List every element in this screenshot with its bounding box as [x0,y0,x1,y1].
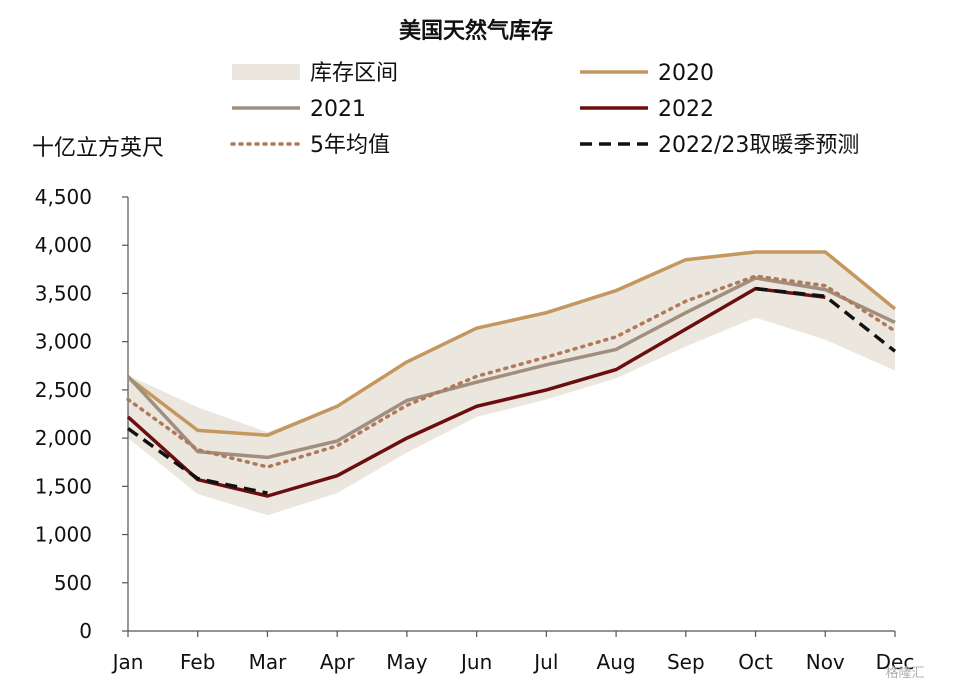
legend-item: 2021 [232,97,366,122]
series-1 [126,250,897,437]
x-tick-label: Nov [806,650,845,674]
y-tick-label: 500 [54,571,92,595]
legend-label: 2022/23取暖季预测 [658,133,859,158]
legend-label: 库存区间 [310,61,398,86]
x-tick-label: Dec [876,650,915,674]
y-tick-label: 1,000 [35,523,92,547]
legend-item: 2022 [580,97,714,122]
x-tick-label: Jun [459,650,492,674]
x-tick-label: Apr [320,650,355,674]
y-axis-unit-label: 十亿立方英尺 [32,136,164,161]
series-4 [126,274,897,469]
y-tick-label: 2,500 [35,378,92,402]
series-line [126,286,826,498]
series-line [126,427,268,495]
series-line [126,276,896,460]
legend-label: 2021 [310,97,366,122]
y-tick-label: 3,500 [35,281,92,305]
y-tick-label: 4,000 [35,233,92,257]
legend-label: 5年均值 [310,133,390,158]
x-tick-label: May [386,650,428,674]
y-tick-label: 0 [79,619,92,643]
x-tick-label: Mar [249,650,288,674]
series-line [126,250,897,437]
plot-area: 0 500 1,000 1,500 2,000 2,500 3,000 3,500 4,000 4… [35,185,915,674]
legend: 库存区间 2020 2021 2022 5年均值 2022/23取暖季预测 [230,61,859,158]
series-line [126,274,897,469]
legend-item: 2022/23取暖季预测 [580,133,859,158]
x-tick-label: Jul [532,650,558,674]
legend-item: 2020 [580,61,714,86]
y-tick-label: 3,000 [35,330,92,354]
legend-label: 2022 [658,97,714,122]
y-tick-label: 2,000 [35,426,92,450]
x-tick-label: Oct [738,650,773,674]
watermark: 格隆汇 [885,665,924,681]
legend-item: 5年均值 [230,133,390,158]
legend-label: 2020 [658,61,714,86]
x-tick-label: Jan [111,650,144,674]
legend-swatch [232,64,300,80]
x-tick-label: Feb [180,650,215,674]
x-tick-label: Sep [667,650,705,674]
series-5 [126,286,897,495]
y-tick-label: 4,500 [35,185,92,209]
series-2 [126,276,896,460]
series-3 [126,286,826,498]
chart-title: 美国天然气库存 [399,18,553,44]
series-line [755,286,897,353]
legend-item: 库存区间 [232,61,398,86]
x-tick-label: Aug [597,650,636,674]
y-tick-label: 1,500 [35,474,92,498]
